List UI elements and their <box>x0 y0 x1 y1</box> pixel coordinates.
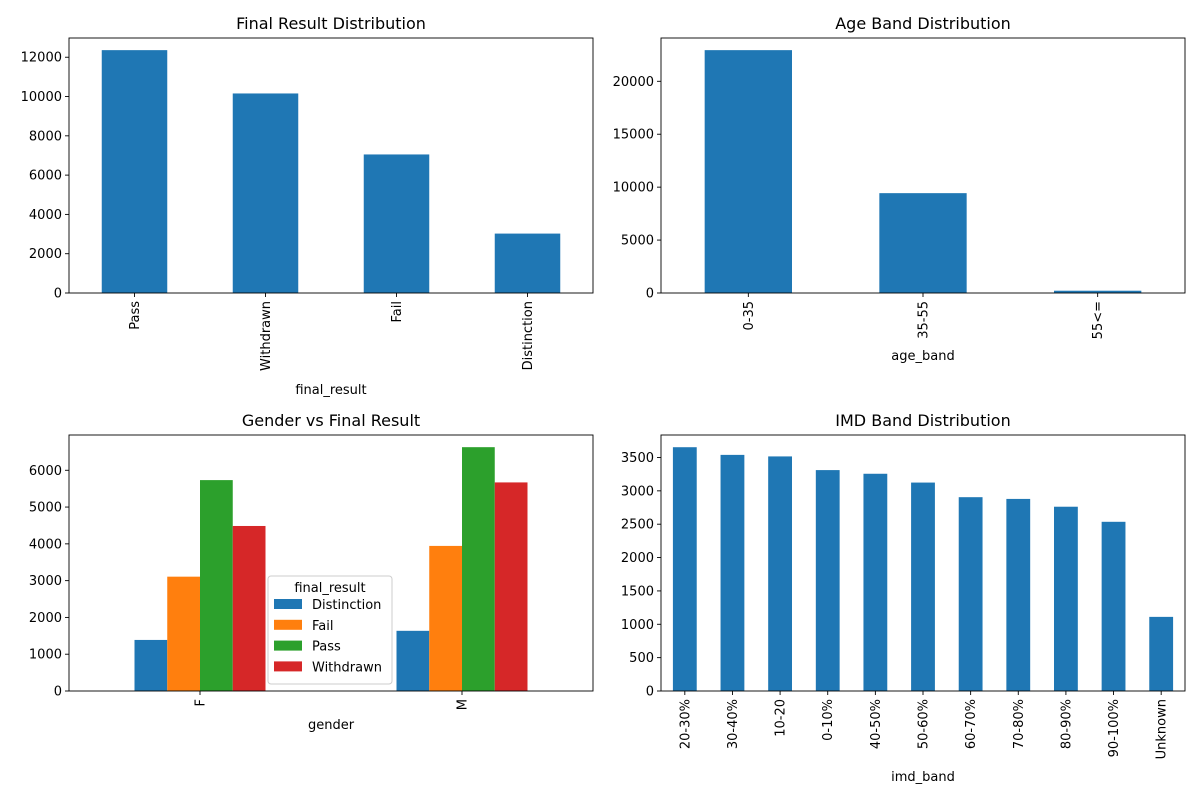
bar-pass-f <box>200 480 233 691</box>
x-tick-label: M <box>456 699 471 710</box>
y-tick-label: 5000 <box>29 501 62 516</box>
x-tick-label: Unknown <box>1155 699 1170 759</box>
bar-fail <box>363 154 430 293</box>
x-tick-label: 60-70% <box>964 699 979 749</box>
x-tick-label: 30-40% <box>726 699 741 749</box>
bar-10-20 <box>768 456 792 691</box>
bar-50-60% <box>911 482 935 691</box>
x-tick-label: 10-20 <box>774 699 789 737</box>
x-tick-label: Withdrawn <box>259 301 274 371</box>
bar-0-35 <box>704 50 792 294</box>
bar-distinction-m <box>396 630 430 691</box>
y-tick-label: 0 <box>54 287 62 302</box>
x-tick-label: 70-80% <box>1012 699 1027 749</box>
bar-withdrawn <box>232 93 299 293</box>
x-tick-label: 0-10% <box>821 699 836 741</box>
chart-title: Gender vs Final Result <box>242 411 420 430</box>
y-tick-label: 0 <box>646 287 654 302</box>
x-tick-label: 80-90% <box>1059 699 1074 749</box>
y-tick-label: 4000 <box>29 537 62 552</box>
bar-0-10% <box>815 470 840 691</box>
age-band-chart: 0 5000 10000 15000 20000 0-35 35-55 55<= Age Ban… <box>613 14 1186 364</box>
y-tick-label: 2000 <box>621 551 654 566</box>
bar-90-100% <box>1101 521 1126 691</box>
legend-swatch <box>274 619 302 630</box>
y-tick-label: 2500 <box>621 518 654 533</box>
x-tick-label: 55<= <box>1091 301 1106 339</box>
axes-frame <box>68 37 594 294</box>
legend-entry: Pass <box>312 640 341 655</box>
x-axis-label: gender <box>308 718 355 733</box>
x-tick-label: 20-30% <box>678 699 693 749</box>
y-tick-label: 1000 <box>29 648 62 663</box>
x-axis-label: final_result <box>295 383 366 398</box>
legend-entry: Distinction <box>312 598 381 613</box>
y-tick-label: 15000 <box>613 128 654 143</box>
y-tick-label: 3500 <box>621 451 654 466</box>
gender-result-chart: 0 1000 2000 3000 4000 5000 6000 F M Gender vs Fin… <box>29 411 594 733</box>
bar-30-40% <box>720 454 745 691</box>
y-tick-label: 5000 <box>621 234 654 249</box>
chart-title: IMD Band Distribution <box>835 411 1010 430</box>
bar-withdrawn-f <box>232 525 266 691</box>
legend-swatch <box>274 661 302 672</box>
y-tick-label: 2000 <box>29 247 62 262</box>
bar-55<= <box>1054 290 1142 293</box>
legend-entry: Fail <box>312 619 333 634</box>
y-tick-label: 0 <box>646 685 654 700</box>
bar-35-55 <box>879 193 967 293</box>
y-tick-label: 10000 <box>613 181 654 196</box>
bar-20-30% <box>672 447 697 691</box>
x-tick-label: 50-60% <box>917 699 932 749</box>
final-result-chart: 0 2000 4000 6000 8000 10000 12000 Pass Withdrawn… <box>21 14 594 398</box>
imd-band-chart: 0 500 1000 1500 2000 2500 3000 3500 20-30% 30-40%… <box>621 411 1186 785</box>
x-tick-label: Fail <box>390 301 405 322</box>
legend-title: final_result <box>294 581 365 596</box>
bar-40-50% <box>863 473 888 691</box>
y-tick-label: 2000 <box>29 611 62 626</box>
bar-withdrawn-m <box>494 482 528 691</box>
x-tick-label: Distinction <box>521 301 536 370</box>
legend-entry: Withdrawn <box>312 660 382 675</box>
y-tick-label: 3000 <box>621 484 654 499</box>
bar-fail-f <box>167 576 200 691</box>
x-tick-label: F <box>194 699 209 706</box>
y-tick-label: 1000 <box>621 618 654 633</box>
x-tick-label: 35-55 <box>917 301 932 339</box>
y-tick-label: 8000 <box>29 129 62 144</box>
axes-frame <box>68 434 594 692</box>
bar-fail-m <box>429 545 462 691</box>
y-tick-label: 6000 <box>29 464 62 479</box>
legend-swatch <box>274 599 302 609</box>
bar-unknown <box>1149 616 1174 691</box>
y-tick-label: 4000 <box>29 208 62 223</box>
x-tick-label: 0-35 <box>742 301 757 331</box>
bar-70-80% <box>1006 498 1031 691</box>
bar-pass <box>101 50 168 293</box>
bar-distinction <box>494 233 561 293</box>
y-tick-label: 20000 <box>613 75 654 90</box>
x-tick-label: Pass <box>128 301 143 330</box>
y-tick-label: 10000 <box>21 90 62 105</box>
chart-title: Final Result Distribution <box>236 14 426 33</box>
x-axis-label: imd_band <box>891 770 955 785</box>
y-tick-label: 0 <box>54 685 62 700</box>
bar-60-70% <box>958 497 983 691</box>
legend-swatch <box>274 640 302 651</box>
y-tick-label: 6000 <box>29 169 62 184</box>
y-tick-label: 1500 <box>621 584 654 599</box>
y-tick-label: 12000 <box>21 51 62 66</box>
y-tick-label: 500 <box>629 651 654 666</box>
x-tick-label: 90-100% <box>1107 699 1122 757</box>
chart-title: Age Band Distribution <box>835 14 1011 33</box>
bar-80-90% <box>1054 506 1078 691</box>
legend: final_result Distinction Fail Pass Withdrawn <box>267 575 393 685</box>
x-tick-label: 40-50% <box>869 699 884 749</box>
bar-distinction-f <box>134 639 168 691</box>
bar-pass-m <box>462 447 495 691</box>
y-tick-label: 3000 <box>29 574 62 589</box>
x-axis-label: age_band <box>891 349 954 364</box>
